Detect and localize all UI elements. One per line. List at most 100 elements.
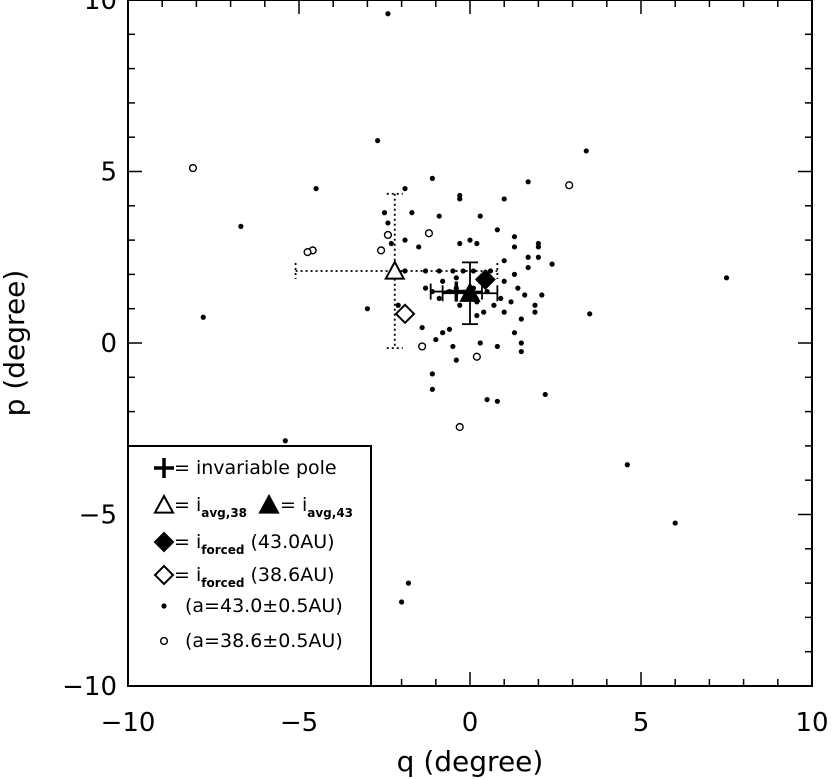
legend-label: = iavg,43 bbox=[280, 494, 353, 520]
point-43au bbox=[518, 340, 524, 346]
point-43au bbox=[436, 213, 442, 219]
point-43au bbox=[429, 175, 435, 181]
point-43au bbox=[491, 302, 497, 308]
point-43au bbox=[440, 278, 446, 284]
point-43au bbox=[501, 278, 507, 284]
point-43au bbox=[477, 213, 483, 219]
legend-symbol-circle-open bbox=[159, 636, 169, 646]
legend-symbol-dot bbox=[161, 603, 167, 609]
point-43au bbox=[484, 288, 490, 295]
x-tick-label: −5 bbox=[280, 708, 318, 738]
point-43au bbox=[549, 261, 555, 267]
point-43au bbox=[494, 398, 500, 404]
x-tick-label: 0 bbox=[462, 708, 479, 738]
point-43au bbox=[419, 324, 425, 331]
point-43au bbox=[583, 148, 589, 154]
point-43au bbox=[474, 240, 480, 247]
point-43au bbox=[487, 268, 494, 274]
point-43au bbox=[429, 371, 435, 377]
point-43au bbox=[477, 340, 483, 346]
legend-symbol-diamond-filled bbox=[153, 531, 175, 553]
point-43au bbox=[467, 237, 473, 243]
point-43au bbox=[525, 264, 531, 271]
point-43au bbox=[457, 196, 463, 202]
point-43au bbox=[436, 295, 442, 302]
point-38au bbox=[376, 246, 386, 255]
point-43au bbox=[402, 186, 408, 192]
legend-symbol-plus bbox=[154, 458, 174, 478]
legend-box bbox=[127, 445, 372, 687]
point-43au bbox=[453, 275, 459, 281]
point-43au bbox=[501, 309, 507, 315]
marker-plus bbox=[446, 281, 467, 302]
point-43au bbox=[672, 520, 678, 526]
point-43au bbox=[433, 336, 439, 343]
point-43au bbox=[457, 302, 463, 308]
point-43au bbox=[446, 326, 453, 332]
point-43au bbox=[511, 234, 518, 240]
point-43au bbox=[498, 295, 504, 302]
x-tick-label: 5 bbox=[633, 708, 650, 738]
point-43au bbox=[385, 220, 391, 226]
point-43au bbox=[532, 302, 538, 308]
point-43au bbox=[515, 285, 521, 291]
point-43au bbox=[587, 311, 593, 317]
legend-label: = iforced (43.0AU) bbox=[174, 531, 335, 557]
point-43au bbox=[474, 312, 480, 319]
point-38au bbox=[303, 248, 312, 257]
point-38au bbox=[424, 229, 434, 238]
legend-label: = invariable pole bbox=[174, 457, 337, 479]
legend-label: (a=43.0±0.5AU) bbox=[185, 595, 343, 617]
y-tick-label: 10 bbox=[84, 0, 117, 16]
point-43au bbox=[535, 244, 542, 250]
point-43au bbox=[457, 240, 463, 247]
legend-symbol-triangle-filled bbox=[258, 493, 280, 514]
point-43au bbox=[364, 306, 370, 312]
legend-symbol-triangle-open bbox=[153, 493, 175, 514]
x-axis-title: q (degree) bbox=[397, 745, 544, 778]
point-38au bbox=[472, 352, 481, 361]
point-38au bbox=[418, 342, 427, 351]
point-43au bbox=[494, 227, 500, 233]
point-43au bbox=[501, 196, 507, 202]
point-43au bbox=[450, 268, 456, 274]
point-43au bbox=[532, 309, 538, 315]
point-43au bbox=[511, 271, 518, 277]
point-43au bbox=[542, 391, 548, 398]
point-38au bbox=[188, 163, 198, 173]
point-43au bbox=[381, 210, 388, 216]
point-43au bbox=[416, 244, 422, 250]
y-tick-label: 5 bbox=[100, 158, 117, 188]
point-43au bbox=[481, 309, 487, 315]
point-43au bbox=[511, 330, 518, 336]
point-43au bbox=[402, 268, 408, 274]
point-43au bbox=[494, 343, 500, 350]
y-tick-label: 0 bbox=[100, 329, 117, 359]
point-43au bbox=[409, 210, 415, 216]
data-points bbox=[188, 11, 730, 605]
point-43au bbox=[385, 11, 391, 17]
x-tick-label: 10 bbox=[795, 708, 828, 738]
point-43au bbox=[375, 138, 381, 144]
point-43au bbox=[440, 330, 446, 336]
point-43au bbox=[402, 237, 408, 243]
point-43au bbox=[460, 268, 466, 274]
point-43au bbox=[470, 268, 477, 274]
legend-label: = iforced (38.6AU) bbox=[174, 564, 335, 590]
point-38au bbox=[383, 230, 393, 240]
point-43au bbox=[522, 292, 528, 298]
point-43au bbox=[405, 580, 412, 586]
point-43au bbox=[624, 462, 630, 468]
point-43au bbox=[511, 244, 518, 250]
axis-tick-labels: −10 −5 0 5 10 −10 −5 0 5 10 bbox=[62, 0, 828, 738]
point-43au bbox=[429, 288, 435, 295]
point-43au bbox=[518, 348, 524, 355]
special-markers bbox=[384, 259, 496, 325]
point-43au bbox=[429, 386, 435, 392]
x-tick-label: −10 bbox=[101, 708, 156, 738]
marker-triangle-open bbox=[384, 259, 406, 280]
legend-symbol-diamond-open bbox=[153, 564, 175, 586]
marker-diamond-filled bbox=[474, 269, 496, 290]
point-43au bbox=[388, 240, 394, 247]
